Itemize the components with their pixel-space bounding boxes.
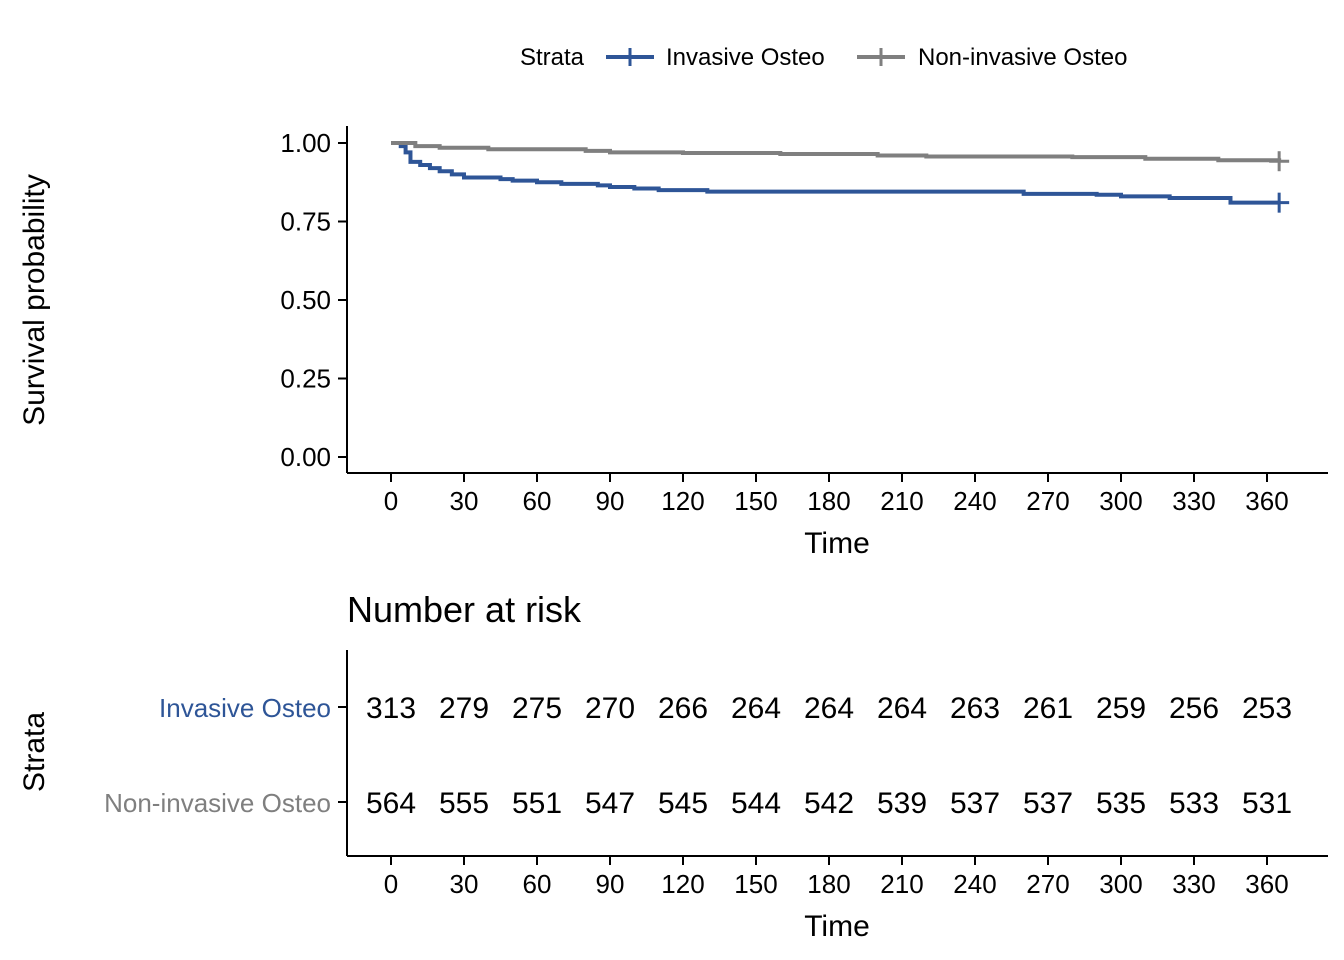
risk-cell: 313	[366, 692, 416, 725]
y-tick-label: 0.50	[280, 285, 331, 315]
risk-x-tick-label: 270	[1026, 869, 1069, 899]
risk-cell: 266	[658, 692, 708, 725]
risk-x-axis-label: Time	[804, 910, 870, 943]
survival-curve-invasive	[391, 141, 1280, 205]
risk-cell: 256	[1169, 692, 1219, 725]
censor-mark	[1269, 151, 1290, 172]
y-tick-label: 0.75	[280, 207, 331, 237]
x-tick-label: 60	[523, 486, 552, 516]
risk-x-ticks: 0 30 60 90 120 150 180 210 240 270 300 330 360	[384, 856, 1289, 899]
risk-cell: 264	[731, 692, 781, 725]
x-tick-label: 210	[880, 486, 923, 516]
risk-x-tick-label: 180	[807, 869, 850, 899]
risk-row-label: Non-invasive Osteo	[104, 788, 331, 818]
risk-cell: 544	[731, 787, 781, 820]
risk-table-y-label: Strata	[18, 712, 51, 792]
risk-x-tick-label: 330	[1172, 869, 1215, 899]
risk-x-tick-label: 90	[596, 869, 625, 899]
risk-table-title: Number at risk	[347, 589, 582, 630]
risk-cell: 261	[1023, 692, 1073, 725]
x-tick-label: 330	[1172, 486, 1215, 516]
risk-cell: 537	[1023, 787, 1073, 820]
risk-cell: 264	[804, 692, 854, 725]
risk-x-tick-label: 120	[661, 869, 704, 899]
y-ticks: 0.00 0.25 0.50 0.75 1.00	[280, 128, 347, 472]
risk-cell: 547	[585, 787, 635, 820]
risk-cell: 542	[804, 787, 854, 820]
y-tick-label: 1.00	[280, 128, 331, 158]
risk-cell: 533	[1169, 787, 1219, 820]
risk-rows: Invasive Osteo 313 279 275 270 266 264 264 264 26…	[104, 692, 1292, 820]
survival-curve-noninvasive	[391, 141, 1282, 163]
risk-cell: 531	[1242, 787, 1292, 820]
risk-x-tick-label: 210	[880, 869, 923, 899]
legend-title: Strata	[520, 44, 585, 71]
x-tick-label: 180	[807, 486, 850, 516]
x-tick-label: 0	[384, 486, 398, 516]
risk-cell: 275	[512, 692, 562, 725]
risk-x-tick-label: 150	[734, 869, 777, 899]
x-tick-label: 90	[596, 486, 625, 516]
x-tick-label: 360	[1245, 486, 1288, 516]
risk-cell: 551	[512, 787, 562, 820]
risk-cell: 263	[950, 692, 1000, 725]
x-tick-label: 270	[1026, 486, 1069, 516]
risk-cell: 253	[1242, 692, 1292, 725]
x-tick-label: 150	[734, 486, 777, 516]
risk-row-label: Invasive Osteo	[159, 693, 331, 723]
risk-cell: 259	[1096, 692, 1146, 725]
y-axis-label: Survival probability	[18, 174, 51, 426]
risk-cell: 537	[950, 787, 1000, 820]
x-axis-label: Time	[804, 527, 870, 560]
x-tick-label: 30	[450, 486, 479, 516]
risk-x-tick-label: 30	[450, 869, 479, 899]
risk-cell: 539	[877, 787, 927, 820]
survival-curves	[391, 141, 1290, 213]
risk-x-tick-label: 0	[384, 869, 398, 899]
x-tick-label: 240	[953, 486, 996, 516]
risk-cell: 545	[658, 787, 708, 820]
y-tick-label: 0.25	[280, 364, 331, 394]
risk-cell: 270	[585, 692, 635, 725]
x-tick-label: 300	[1099, 486, 1142, 516]
x-ticks: 0 30 60 90 120 150 180 210 240 270 300 330 360	[384, 473, 1289, 516]
legend: Strata Invasive Osteo Non-invasive Osteo	[520, 44, 1127, 71]
risk-cell: 279	[439, 692, 489, 725]
risk-cell: 555	[439, 787, 489, 820]
risk-cell: 535	[1096, 787, 1146, 820]
survival-plot: Survival probability 0.00 0.25 0.50 0.75 1.0…	[18, 126, 1328, 560]
risk-x-tick-label: 300	[1099, 869, 1142, 899]
risk-cell: 264	[877, 692, 927, 725]
legend-label-invasive: Invasive Osteo	[666, 44, 825, 71]
y-tick-label: 0.00	[280, 442, 331, 472]
risk-table: Number at risk Strata Invasive Osteo 313 2…	[18, 589, 1328, 943]
x-tick-label: 120	[661, 486, 704, 516]
legend-label-noninvasive: Non-invasive Osteo	[918, 44, 1127, 71]
risk-x-tick-label: 360	[1245, 869, 1288, 899]
risk-x-tick-label: 60	[523, 869, 552, 899]
risk-cell: 564	[366, 787, 416, 820]
risk-x-tick-label: 240	[953, 869, 996, 899]
censor-mark	[1269, 192, 1290, 213]
